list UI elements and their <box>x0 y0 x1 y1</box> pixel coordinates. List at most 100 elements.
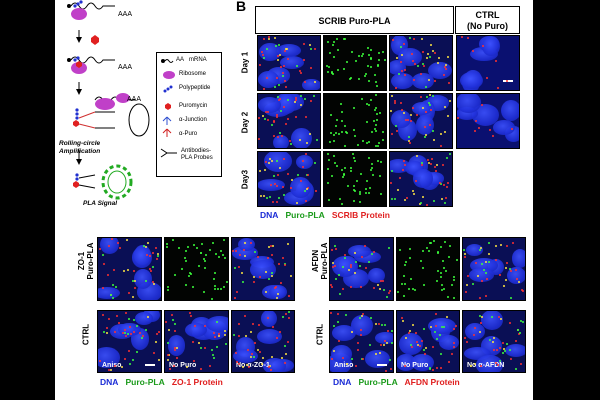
puncta <box>424 134 427 137</box>
puncta <box>107 273 110 276</box>
puncta <box>340 202 343 205</box>
puncta <box>308 133 311 136</box>
puncta <box>506 245 509 248</box>
puncta <box>445 186 448 189</box>
puncta <box>272 326 275 329</box>
puncta <box>253 342 256 345</box>
puncta <box>273 134 276 137</box>
puncta <box>439 275 442 278</box>
puncta <box>271 159 273 162</box>
puncta <box>364 266 367 269</box>
puncta <box>463 253 466 256</box>
puncta <box>343 167 346 170</box>
puncta <box>407 287 410 290</box>
puncta <box>423 125 426 128</box>
puncta <box>440 326 443 329</box>
puncta <box>423 65 426 68</box>
puncta <box>301 160 304 163</box>
puncta <box>414 332 417 335</box>
aaa-label-2: AAA <box>118 64 133 71</box>
puncta <box>429 56 432 59</box>
puncta <box>113 364 116 367</box>
puncta <box>341 287 344 290</box>
puncta <box>285 312 288 315</box>
puncta <box>131 358 134 361</box>
nucleus <box>511 248 525 268</box>
puncta <box>429 368 432 371</box>
puncta <box>408 331 410 334</box>
puncta <box>266 111 269 114</box>
puncta <box>373 287 376 290</box>
puncta <box>421 106 424 109</box>
puncta <box>129 326 132 329</box>
puncta <box>425 96 428 99</box>
nucleus <box>302 78 320 90</box>
puncta <box>267 119 270 122</box>
puncta <box>279 132 282 135</box>
puncta <box>211 297 214 300</box>
zo1-legend-dna: DNA <box>100 377 119 387</box>
puncta <box>171 318 174 321</box>
puncta <box>237 334 240 337</box>
puncta <box>249 330 252 333</box>
puncta <box>480 280 483 282</box>
puncta <box>132 295 135 298</box>
puncta <box>129 332 132 335</box>
row-label-day1: Day 1 <box>240 51 250 74</box>
puncta <box>473 129 476 132</box>
puncta <box>442 260 445 263</box>
puncta <box>404 283 407 286</box>
puncta <box>102 314 105 317</box>
puncta <box>400 283 403 286</box>
zo1-puro-green <box>164 237 229 301</box>
puncta <box>408 37 411 40</box>
b-day2-puro <box>323 93 387 149</box>
zo1-legend: DNA Puro-PLA ZO-1 Protein <box>100 377 223 387</box>
puncta <box>270 124 273 127</box>
puncta <box>242 249 245 252</box>
puncta <box>408 141 411 144</box>
puncta <box>220 288 223 291</box>
puncta <box>286 57 289 60</box>
puncta <box>439 367 442 370</box>
puncta <box>378 175 381 178</box>
nucleus <box>133 268 152 289</box>
puncta <box>166 358 169 361</box>
pla-signal-label: PLA Signal <box>83 200 118 207</box>
puncta <box>263 168 266 171</box>
puncta <box>446 156 449 159</box>
puncta <box>342 37 345 40</box>
puncta <box>417 344 420 347</box>
puncta <box>259 169 262 172</box>
puncta <box>331 174 334 177</box>
puncta <box>334 162 337 165</box>
puncta <box>115 314 118 317</box>
puncta <box>457 116 460 119</box>
puncta <box>126 268 129 271</box>
nucleus <box>250 260 276 280</box>
puncta <box>485 76 488 79</box>
puncta <box>275 285 278 288</box>
puncta <box>333 41 336 44</box>
puncta <box>304 200 307 203</box>
puncta <box>352 129 355 131</box>
puncta <box>349 264 352 267</box>
puncta <box>434 51 437 54</box>
puncta <box>302 42 305 45</box>
puncta <box>405 196 408 199</box>
b-day3-protein <box>389 151 453 207</box>
puncta <box>305 142 308 145</box>
puncta <box>281 135 283 138</box>
puncta <box>477 275 480 278</box>
puncta <box>413 289 416 292</box>
puncta <box>341 357 344 360</box>
puncta <box>241 272 244 275</box>
puncta <box>388 290 391 293</box>
puncta <box>198 341 201 344</box>
puncta <box>295 99 298 102</box>
puncta <box>433 166 436 169</box>
puncta <box>405 118 408 121</box>
puncta <box>275 185 278 188</box>
puncta <box>288 317 291 320</box>
puncta <box>224 256 227 259</box>
